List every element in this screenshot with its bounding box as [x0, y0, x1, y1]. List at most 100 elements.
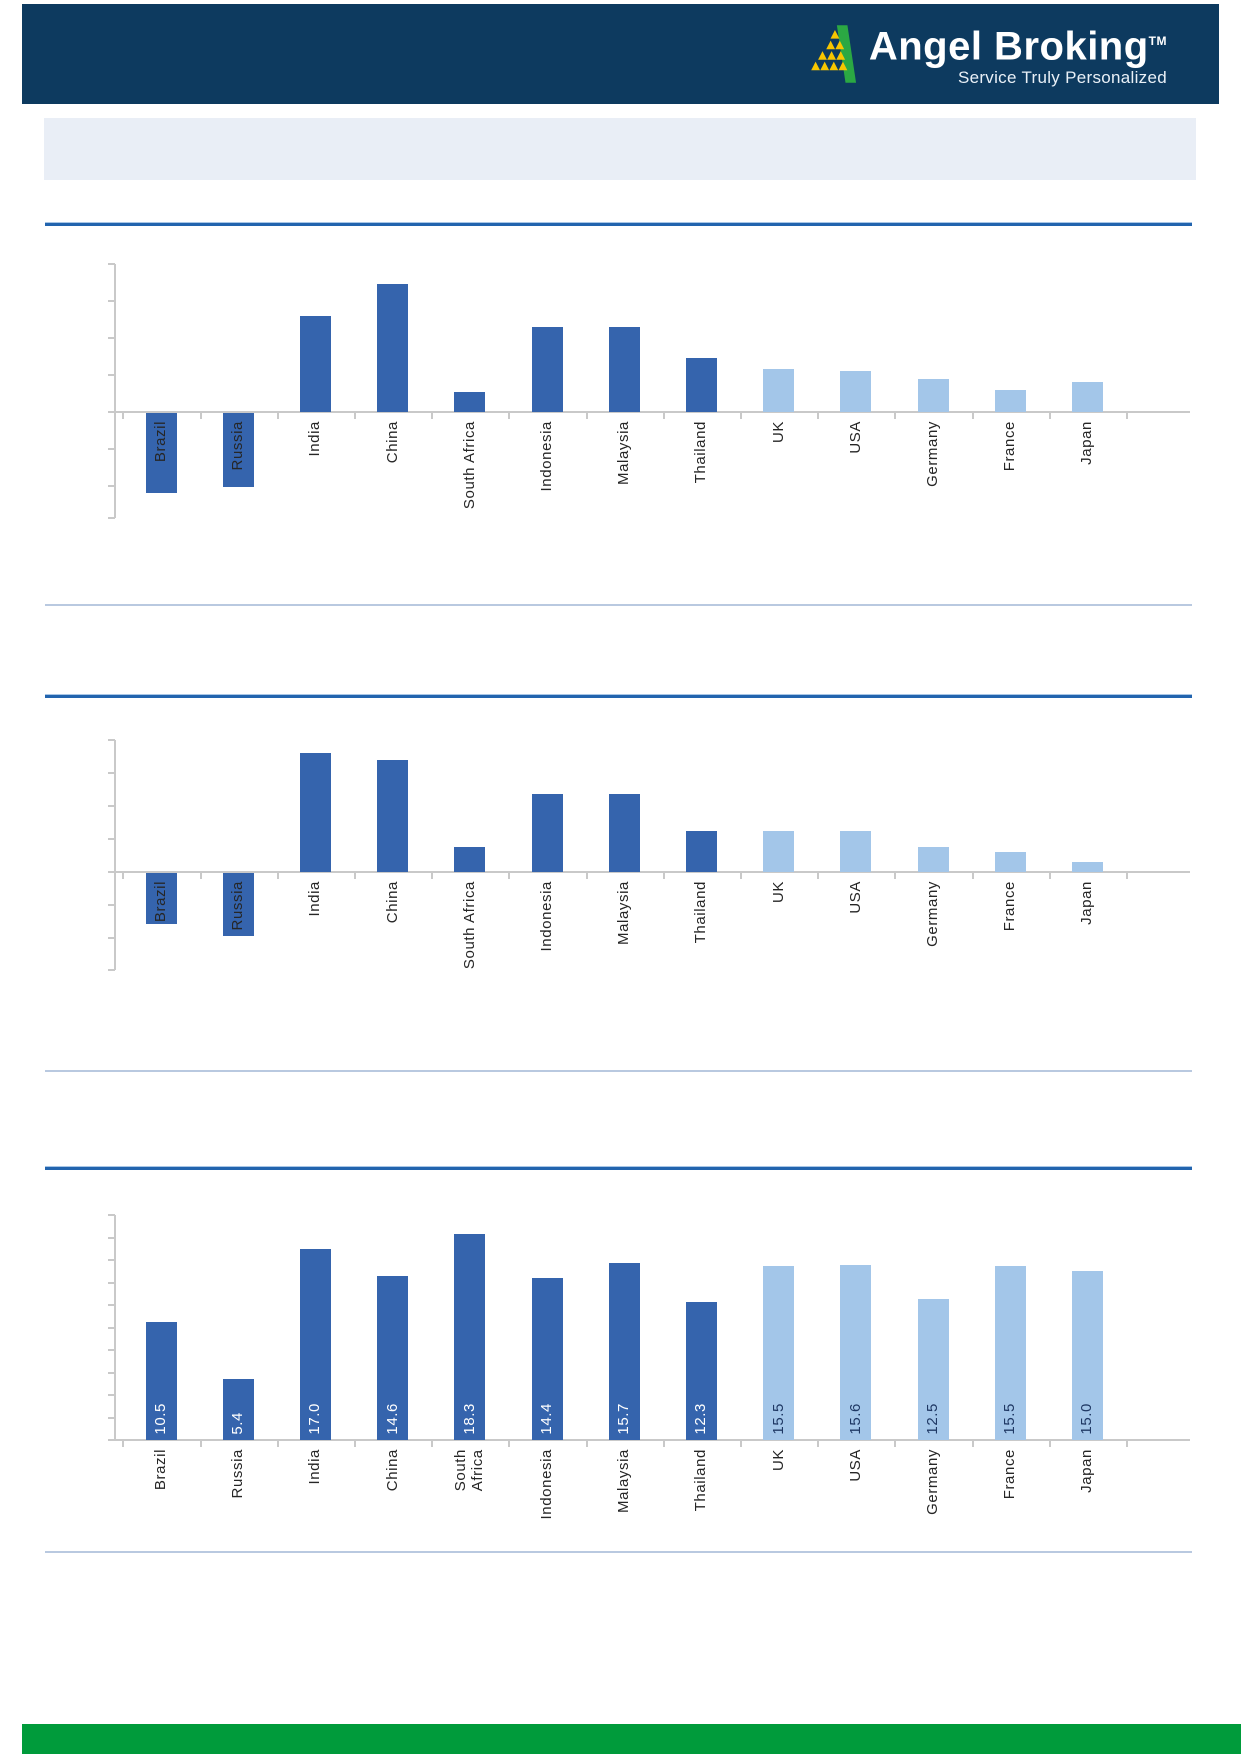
value-label-india: 17.0 — [306, 1403, 324, 1435]
bar-usa — [840, 371, 872, 412]
bar-china — [377, 759, 409, 872]
brand-name-text: Angel Broking — [868, 24, 1149, 69]
category-label-thailand: Thailand — [692, 1449, 710, 1512]
value-label-usa: 15.6 — [846, 1403, 864, 1435]
category-label-malaysia: Malaysia — [615, 1449, 633, 1513]
x-axis-tick — [1048, 1441, 1051, 1447]
x-axis-tick — [1126, 1441, 1128, 1447]
x-axis-tick — [354, 873, 356, 879]
x-axis-tick — [431, 413, 434, 419]
bar-brazil — [145, 1321, 177, 1440]
bar-uk — [763, 369, 795, 412]
section-rule-3 — [45, 1166, 1192, 1170]
y-axis-tick — [108, 1394, 115, 1396]
value-label-uk: 15.5 — [769, 1403, 787, 1435]
bar-south-africa — [454, 391, 486, 412]
value-label-malaysia: 15.7 — [615, 1403, 633, 1435]
bar-germany — [917, 847, 949, 872]
category-label-uk: UK — [769, 1449, 787, 1472]
y-axis-tick — [108, 1259, 115, 1261]
y-axis-tick — [108, 1304, 115, 1306]
bar-india — [299, 1248, 331, 1440]
x-axis-tick — [199, 413, 202, 419]
y-axis — [114, 1215, 116, 1440]
value-label-japan: 15.0 — [1078, 1403, 1096, 1435]
y-axis-tick — [108, 1281, 115, 1284]
value-label-brazil: 10.5 — [152, 1403, 169, 1435]
y-axis-tick — [108, 805, 115, 807]
y-axis-tick — [108, 1326, 115, 1329]
category-label-usa: USA — [846, 1449, 864, 1482]
x-axis — [115, 411, 1190, 413]
x-axis-tick — [971, 1441, 974, 1447]
bar-malaysia — [608, 794, 640, 872]
y-axis-tick — [108, 1214, 115, 1216]
bar-france — [994, 389, 1026, 412]
bar-india — [299, 753, 331, 872]
y-axis-tick — [108, 1349, 115, 1351]
brand-logo: Angel BrokingTM Service Truly Personaliz… — [811, 20, 1167, 88]
section-separator-2 — [45, 1070, 1192, 1072]
category-label-south-africa: South Africa — [451, 1449, 486, 1492]
y-axis-tick — [108, 1416, 115, 1419]
bar-russia — [222, 413, 254, 487]
y-axis-tick — [108, 411, 115, 413]
x-axis-tick — [431, 873, 434, 879]
title-banner — [44, 118, 1196, 180]
category-label-france: France — [1001, 1449, 1019, 1500]
x-axis — [115, 871, 1190, 873]
bar-china — [377, 284, 409, 412]
bar-russia — [222, 1379, 254, 1440]
value-label-south-africa: 18.3 — [460, 1403, 478, 1435]
x-axis-tick — [817, 873, 820, 879]
y-axis-tick — [108, 1371, 115, 1374]
value-label-china: 14.6 — [383, 1403, 401, 1435]
x-axis-tick — [1048, 413, 1051, 419]
x-axis-tick — [971, 413, 974, 419]
bar-brazil — [145, 873, 177, 925]
brand-name: Angel BrokingTM — [869, 20, 1167, 67]
section-separator-3 — [45, 1551, 1192, 1553]
bar-usa — [840, 1264, 872, 1440]
y-axis-tick — [108, 448, 115, 450]
section-rule-1 — [45, 222, 1192, 226]
bar-japan — [1071, 1271, 1103, 1440]
value-label-germany: 12.5 — [924, 1403, 941, 1435]
value-label-russia: 5.4 — [229, 1412, 247, 1435]
y-axis-tick — [108, 871, 115, 873]
y-axis-tick — [108, 1439, 115, 1441]
x-axis-tick — [1126, 873, 1128, 879]
bar-thailand — [685, 1301, 717, 1440]
x-axis-tick — [585, 1441, 588, 1447]
bar-france — [994, 852, 1026, 872]
category-label-china: China — [383, 1449, 401, 1492]
y-axis-tick — [108, 739, 115, 741]
x-axis-tick — [508, 873, 511, 879]
bar-thailand — [685, 358, 717, 412]
bar-uk — [763, 830, 795, 872]
y-axis-tick — [108, 904, 115, 906]
y-axis-tick — [108, 772, 115, 774]
x-axis-tick — [354, 1441, 356, 1447]
section-rule-2 — [45, 694, 1192, 698]
x-axis-tick — [354, 413, 356, 419]
bar-japan — [1071, 382, 1103, 412]
app-header: Angel BrokingTM Service Truly Personaliz… — [22, 4, 1219, 104]
x-axis-tick — [585, 413, 588, 419]
x-axis-tick — [1126, 413, 1128, 419]
y-axis-tick — [108, 485, 115, 487]
x-axis-tick — [199, 1441, 202, 1447]
category-label-brazil: Brazil — [152, 1449, 169, 1491]
bar-uk — [763, 1265, 795, 1440]
x-axis-tick — [122, 873, 125, 879]
value-label-france: 15.5 — [1001, 1403, 1019, 1435]
category-label-russia: Russia — [229, 1449, 247, 1499]
bar-france — [994, 1265, 1026, 1440]
y-axis-tick — [108, 263, 115, 265]
x-axis-tick — [276, 413, 279, 419]
bar-indonesia — [531, 794, 563, 872]
x-axis — [115, 1439, 1190, 1441]
category-label-germany: Germany — [924, 1449, 941, 1515]
